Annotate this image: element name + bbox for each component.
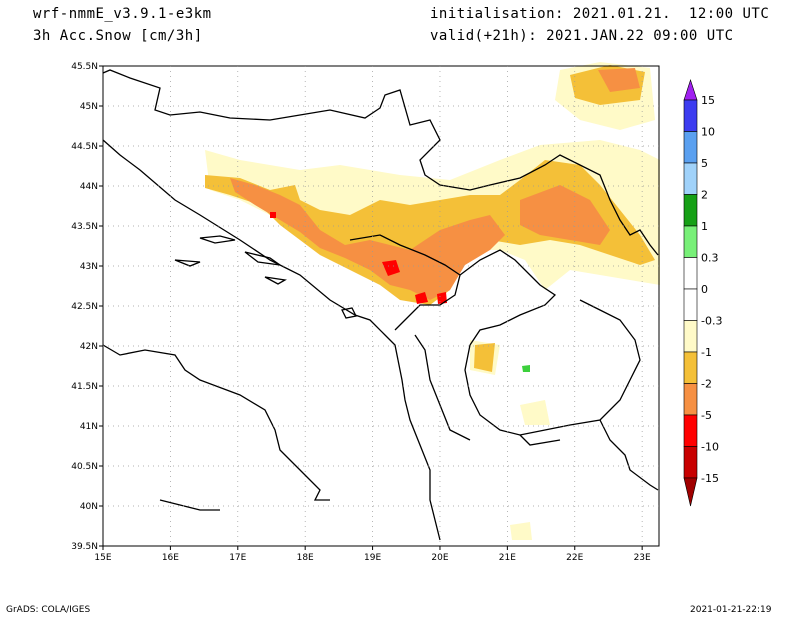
lat-tick-label: 45N	[80, 102, 98, 112]
colorbar-band	[683, 131, 698, 164]
lat-tick-label: 39.5N	[71, 542, 98, 552]
lat-tick-label: 44.5N	[71, 142, 98, 152]
colorbar-band	[683, 99, 698, 132]
colorbar-label: 0	[701, 283, 708, 296]
lon-tick-label: 17E	[229, 553, 246, 563]
map-frame: 45.5N 45N 44.5N 44N 43.5N 43N 42.5N 42N 41.5N 41N…	[71, 62, 660, 563]
colorbar-label: -0.3	[701, 315, 722, 328]
colorbar-label: -2	[701, 378, 712, 391]
colorbar-label: 1	[701, 220, 708, 233]
footer-right: 2021-01-21-22:19	[690, 605, 772, 615]
lon-tick-label: 23E	[634, 553, 651, 563]
snowfall-shading	[205, 62, 660, 540]
colorbar-band	[683, 162, 698, 195]
lon-tick-label: 19E	[364, 553, 381, 563]
lat-tick-label: 41.5N	[71, 382, 98, 392]
lat-tick-label: 44N	[80, 182, 98, 192]
lon-tick-label: 20E	[431, 553, 448, 563]
colorbar-label: -5	[701, 409, 712, 422]
colorbar-band	[683, 446, 698, 479]
footer-left: GrADS: COLA/IGES	[6, 605, 91, 615]
colorbar-label: 5	[701, 157, 708, 170]
colorbar-band	[683, 257, 698, 290]
colorbar-label: -10	[701, 441, 719, 454]
lat-tick-label: 43N	[80, 262, 98, 272]
lon-tick-label: 16E	[162, 553, 179, 563]
lat-tick-label: 40.5N	[71, 462, 98, 472]
gridlines	[103, 66, 659, 546]
colorbar-band	[683, 414, 698, 447]
colorbar-label: 2	[701, 189, 708, 202]
colorbar-band	[683, 288, 698, 321]
colorbar-band	[683, 383, 698, 416]
lat-tick-label: 43.5N	[71, 222, 98, 232]
colorbar-band	[683, 320, 698, 353]
lon-tick-label: 18E	[297, 553, 314, 563]
colorbar-label: 10	[701, 126, 715, 139]
colorbar-label: 15	[701, 94, 715, 107]
field-title: 3h Acc.Snow [cm/3h]	[33, 28, 203, 44]
colorbar-band	[683, 225, 698, 258]
valid-time: valid(+21h): 2021.JAN.22 09:00 UTC	[430, 28, 734, 44]
colorbar: 15 10 5 2 1 0.3 0 -0.3 -1 -2 -5 -10 -15	[683, 79, 722, 507]
lat-tick-label: 41N	[80, 422, 98, 432]
lat-tick-label: 42.5N	[71, 302, 98, 312]
lon-axis-labels: 15E 16E 17E 18E 19E 20E 21E 22E 23E	[94, 546, 651, 563]
lon-tick-label: 21E	[499, 553, 516, 563]
colorbar-band	[683, 194, 698, 227]
lat-axis-labels: 45.5N 45N 44.5N 44N 43.5N 43N 42.5N 42N 41.5N 41N…	[71, 62, 103, 552]
colorbar-label: -1	[701, 346, 712, 359]
colorbar-bottom-arrow	[683, 477, 698, 507]
coastlines-borders	[102, 69, 659, 541]
lat-tick-label: 42N	[80, 342, 98, 352]
colorbar-label: -15	[701, 472, 719, 485]
lat-tick-label: 40N	[80, 502, 98, 512]
lat-tick-label: 45.5N	[71, 62, 98, 72]
colorbar-label: 0.3	[701, 252, 719, 265]
lon-tick-label: 22E	[566, 553, 583, 563]
colorbar-band	[683, 351, 698, 384]
colorbar-top-arrow	[683, 79, 698, 101]
model-title: wrf-nmmE_v3.9.1-e3km	[33, 6, 212, 22]
init-time: initialisation: 2021.01.21. 12:00 UTC	[430, 6, 770, 22]
lon-tick-label: 15E	[94, 553, 111, 563]
